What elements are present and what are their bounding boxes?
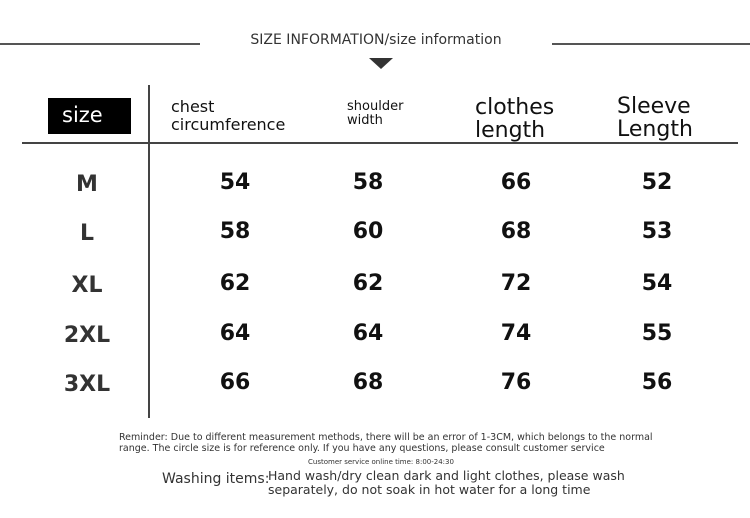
chest-value: 58 [219,219,251,244]
chest-header: chest circumference [171,97,286,134]
size-label: L [79,221,95,246]
header-divider [22,142,738,144]
sleeve-value: 55 [641,321,673,346]
chest-value: 66 [219,370,251,395]
size-label: 3XL [63,372,111,397]
title-rule-right [552,43,750,45]
sleeve-value: 52 [641,170,673,195]
clothes-value: 74 [500,321,532,346]
clothes-value: 76 [500,370,532,395]
shoulder-header: shoulder width [347,99,404,128]
sleeve-value: 54 [641,271,673,296]
chest-value: 64 [219,321,251,346]
page-title: SIZE INFORMATION/size information [250,32,502,48]
size-label: XL [71,273,103,298]
clothes-value: 72 [500,271,532,296]
washing-label: Washing items: [162,471,270,487]
shoulder-value: 58 [352,170,384,195]
chest-value: 62 [219,271,251,296]
shoulder-value: 64 [352,321,384,346]
chest-value: 54 [219,170,251,195]
reminder-text: Reminder: Due to different measurement m… [119,432,653,454]
clothes-value: 68 [500,219,532,244]
washing-text: Hand wash/dry clean dark and light cloth… [268,468,625,497]
shoulder-value: 62 [352,271,384,296]
sleeve-value: 56 [641,370,673,395]
shoulder-value: 60 [352,219,384,244]
sleeve-length-header: Sleeve Length [617,94,693,143]
triangle-down-icon [369,58,393,69]
shoulder-value: 68 [352,370,384,395]
size-header: size [48,98,131,134]
vertical-divider [148,85,150,418]
title-rule-left [0,43,200,45]
service-time: Customer service online time: 8:00-24:30 [308,458,454,466]
clothes-value: 66 [500,170,532,195]
size-label: M [76,172,98,197]
size-label: 2XL [63,323,111,348]
sleeve-value: 53 [641,219,673,244]
clothes-length-header: clothes length [475,95,555,144]
